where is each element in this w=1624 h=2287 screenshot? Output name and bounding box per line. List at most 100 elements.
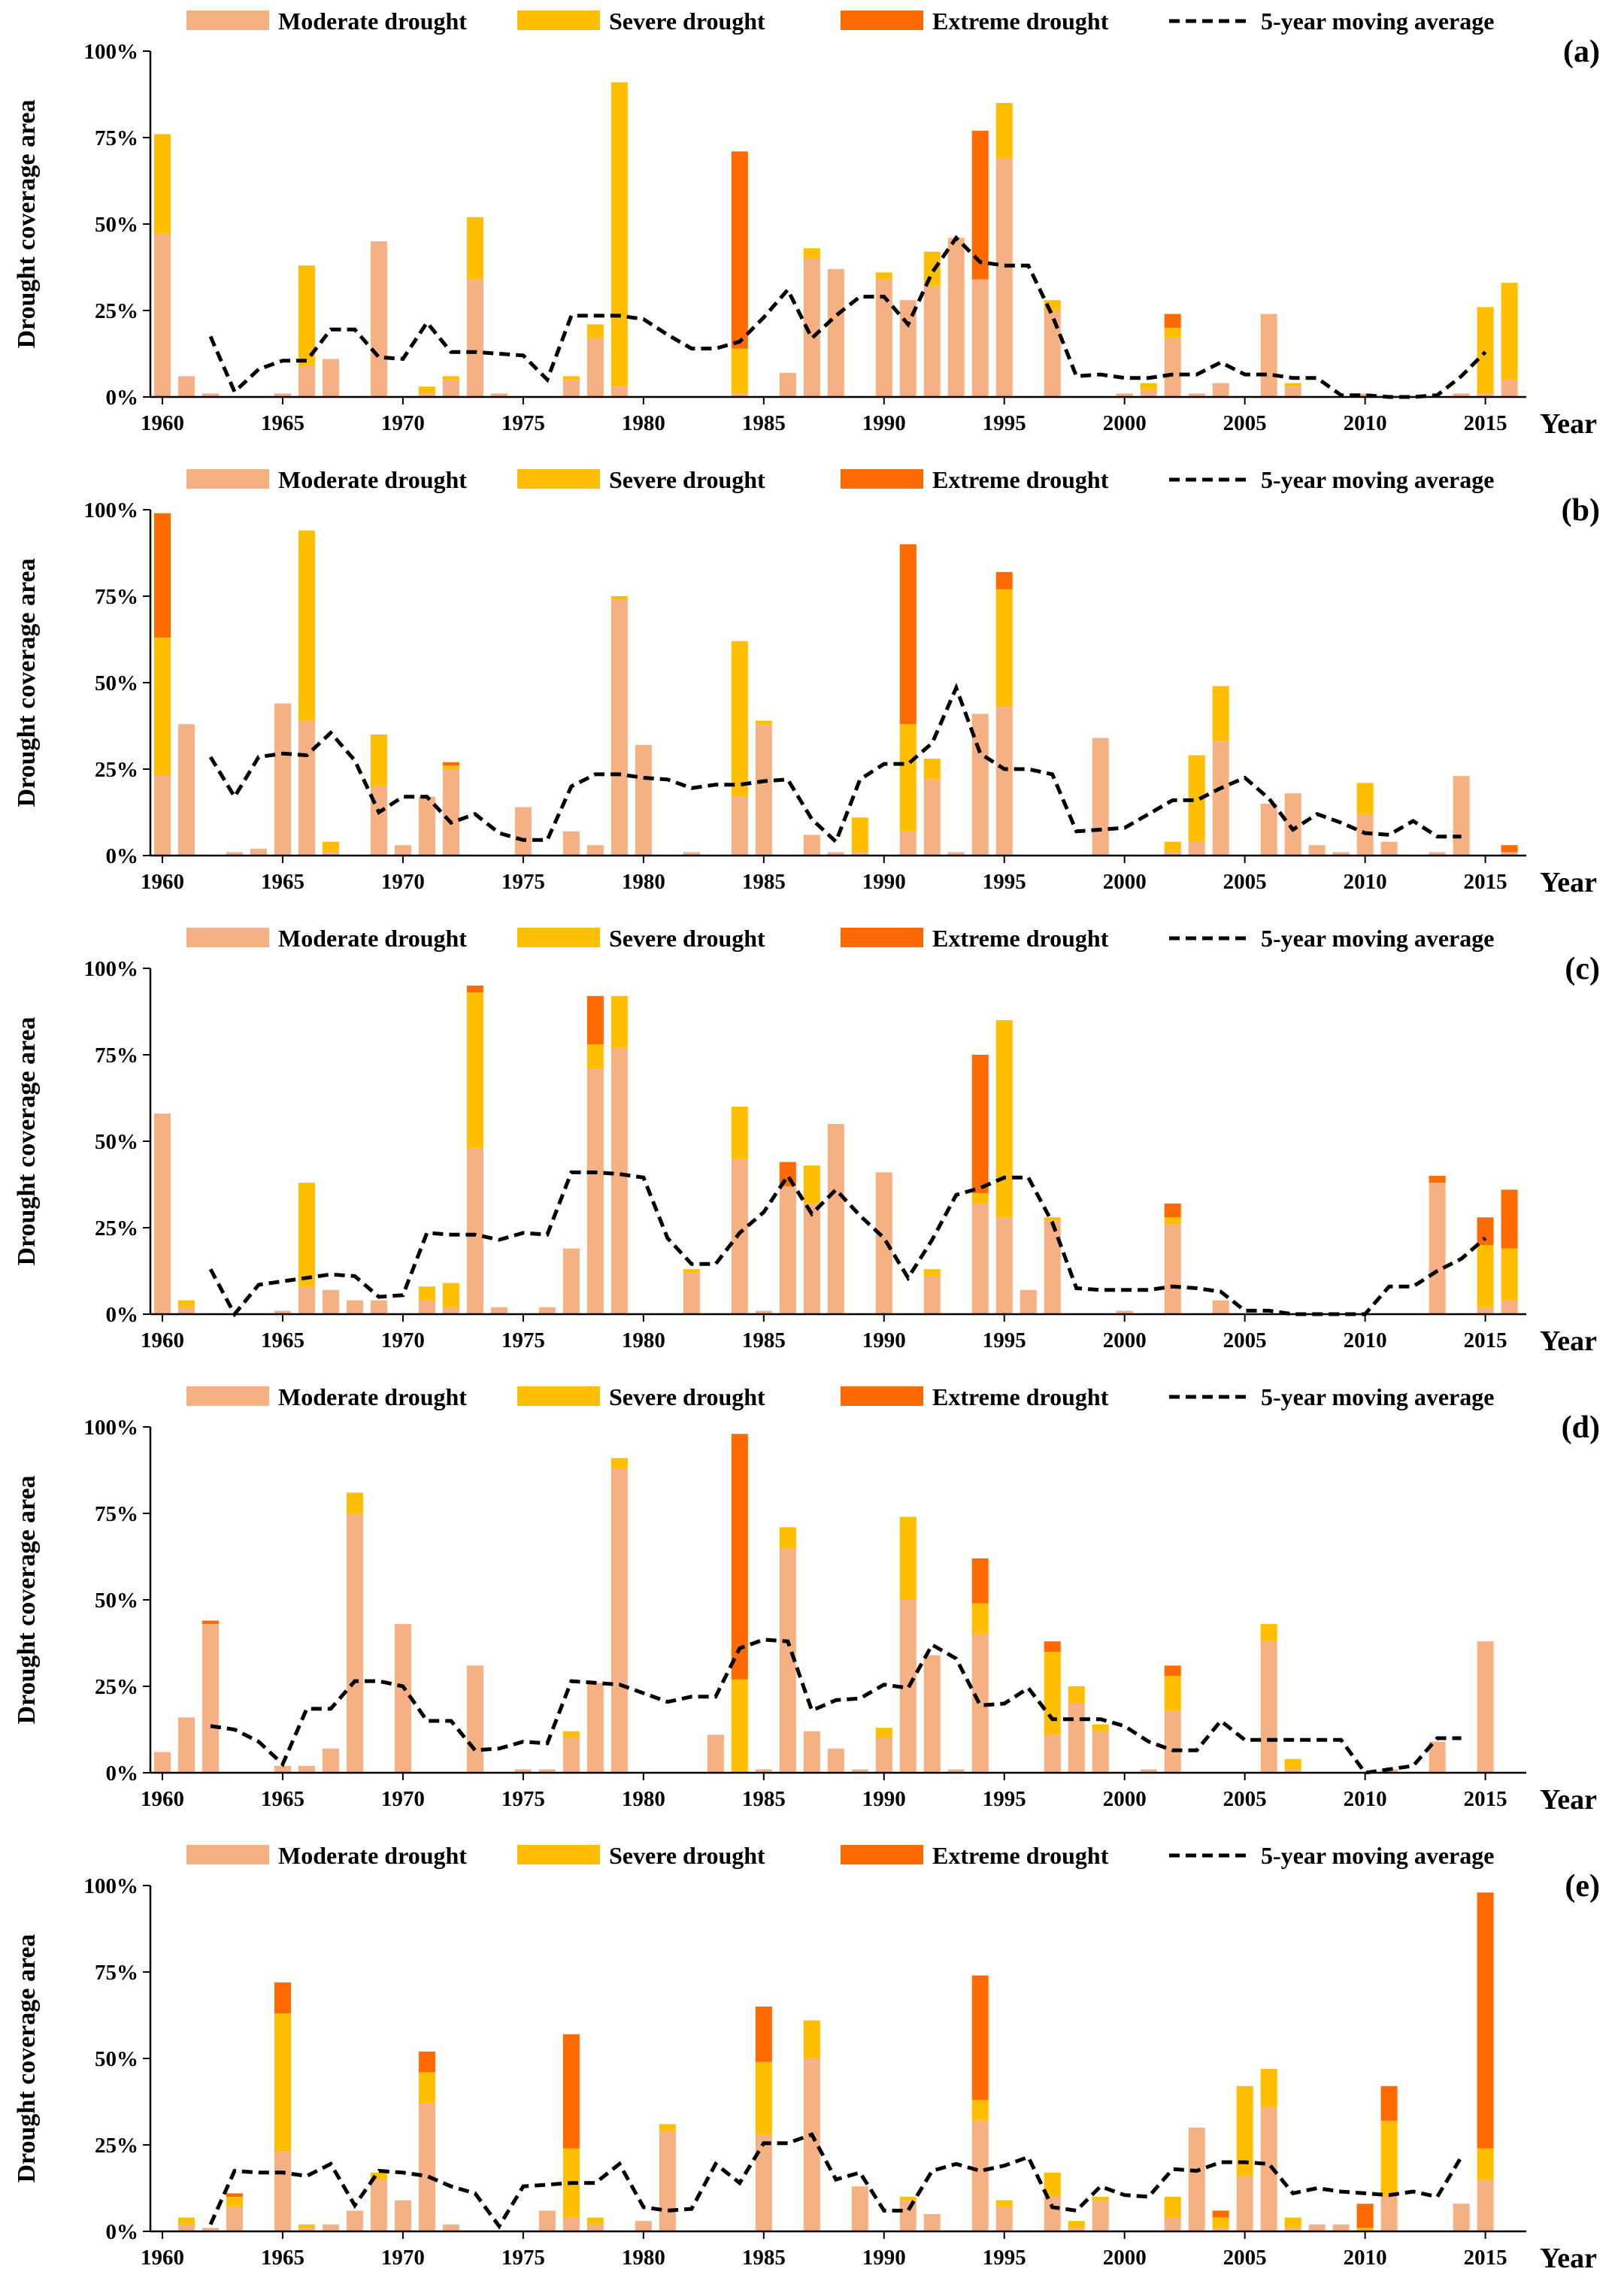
legend-label: Extreme drought: [932, 1383, 1109, 1410]
x-tick-label: 1970: [381, 870, 425, 894]
x-tick-label: 1960: [141, 411, 184, 435]
bar-moderate: [298, 2228, 315, 2231]
legend-label: Extreme drought: [932, 8, 1109, 35]
moving-average-line: [208, 1170, 1487, 1318]
moving-average-line: [208, 235, 1487, 399]
bar-moderate: [1453, 393, 1470, 397]
x-tick-label: 2000: [1103, 411, 1147, 435]
bar-moderate: [322, 852, 339, 856]
bar-moderate: [947, 1769, 965, 1773]
y-tick-label: 100%: [84, 957, 139, 981]
x-tick-label: 1960: [141, 2246, 184, 2270]
bar-moderate: [923, 2214, 941, 2231]
x-tick-label: 1965: [261, 1328, 304, 1353]
x-tick-label: 1990: [862, 1787, 906, 1811]
bar-moderate: [153, 1113, 171, 1314]
bar-moderate: [1501, 1300, 1518, 1314]
bar-moderate: [923, 1276, 941, 1314]
bar-moderate: [1164, 2217, 1181, 2231]
bar-severe: [1380, 2120, 1398, 2197]
bar-moderate: [298, 720, 315, 856]
bar-moderate: [466, 1665, 483, 1773]
bar-severe: [370, 735, 387, 786]
bar-moderate: [1092, 738, 1109, 856]
bar-severe: [442, 765, 459, 769]
bar-moderate: [226, 852, 243, 856]
panel-tag: (d): [1562, 1410, 1600, 1445]
bar-severe: [562, 1731, 580, 1738]
bar-moderate: [274, 1765, 291, 1773]
bar-severe: [923, 759, 941, 780]
x-tick-label: 1985: [742, 1328, 786, 1353]
bar-severe: [731, 1107, 748, 1159]
bar-extreme: [1164, 1203, 1181, 1218]
bar-severe: [1092, 1724, 1109, 1731]
bar-severe: [683, 1269, 700, 1273]
bar-severe: [370, 2172, 387, 2179]
bar-moderate: [1164, 1224, 1181, 1314]
x-tick-label: 1980: [622, 411, 665, 435]
y-tick-label: 50%: [95, 1589, 138, 1613]
x-tick-label: 1980: [622, 870, 665, 894]
bar-moderate: [851, 852, 868, 856]
bar-moderate: [1092, 1731, 1109, 1773]
bar-moderate: [1477, 1307, 1494, 1314]
bar-severe: [1140, 383, 1157, 390]
x-tick-label: 2015: [1464, 1328, 1507, 1353]
y-tick-label: 100%: [84, 1416, 139, 1440]
bar-moderate: [177, 1307, 195, 1314]
y-tick-label: 50%: [95, 1130, 138, 1154]
bar-moderate: [442, 769, 459, 856]
x-tick-label: 2005: [1223, 1787, 1267, 1811]
bar-moderate: [490, 1307, 508, 1314]
bar-severe: [153, 134, 171, 235]
bar-severe: [562, 376, 580, 380]
bar-extreme: [153, 513, 171, 638]
bar-severe: [611, 995, 628, 1048]
bar-extreme: [731, 151, 748, 349]
bar-moderate: [611, 386, 628, 397]
legend-label: Moderate drought: [278, 8, 467, 35]
bar-moderate: [274, 2152, 291, 2231]
bar-moderate: [418, 1300, 435, 1314]
bar-extreme: [971, 130, 989, 280]
bar-moderate: [1284, 793, 1301, 856]
bar-moderate: [562, 2217, 580, 2231]
bar-extreme: [442, 762, 459, 766]
bar-moderate: [177, 1717, 195, 1773]
bar-moderate: [995, 2207, 1013, 2231]
x-tick-label: 1995: [983, 1787, 1026, 1811]
bar-moderate: [1308, 2224, 1326, 2231]
legend-label: Severe drought: [609, 1383, 765, 1410]
x-tick-label: 1990: [862, 2246, 906, 2270]
bar-moderate: [1284, 1769, 1301, 1773]
bar-severe: [995, 2200, 1013, 2207]
legend-swatch: [841, 1845, 923, 1864]
bar-moderate: [1116, 393, 1133, 397]
bar-severe: [875, 1728, 892, 1738]
bar-severe: [1284, 1758, 1301, 1770]
bar-severe: [1477, 307, 1494, 394]
legend-swatch: [517, 469, 600, 489]
x-tick-label: 1960: [141, 870, 184, 894]
bar-moderate: [995, 158, 1013, 397]
bar-severe: [442, 376, 459, 380]
legend-label: 5-year moving average: [1261, 1842, 1494, 1869]
bar-moderate: [827, 1748, 844, 1773]
bar-moderate: [923, 779, 941, 856]
bar-severe: [1356, 2228, 1374, 2231]
bar-severe: [226, 2197, 243, 2207]
bar-moderate: [1164, 338, 1181, 397]
bar-severe: [1501, 283, 1518, 380]
bar-moderate: [1477, 2179, 1494, 2231]
bar-moderate: [611, 599, 628, 856]
bar-severe: [971, 1193, 989, 1204]
bar-moderate: [1068, 1704, 1085, 1773]
bar-moderate: [1260, 1641, 1277, 1773]
bar-moderate: [1308, 845, 1326, 856]
x-tick-label: 1995: [983, 1328, 1026, 1353]
bar-severe: [1284, 383, 1301, 387]
bar-severe: [1164, 2197, 1181, 2218]
bar-extreme: [1501, 845, 1518, 853]
